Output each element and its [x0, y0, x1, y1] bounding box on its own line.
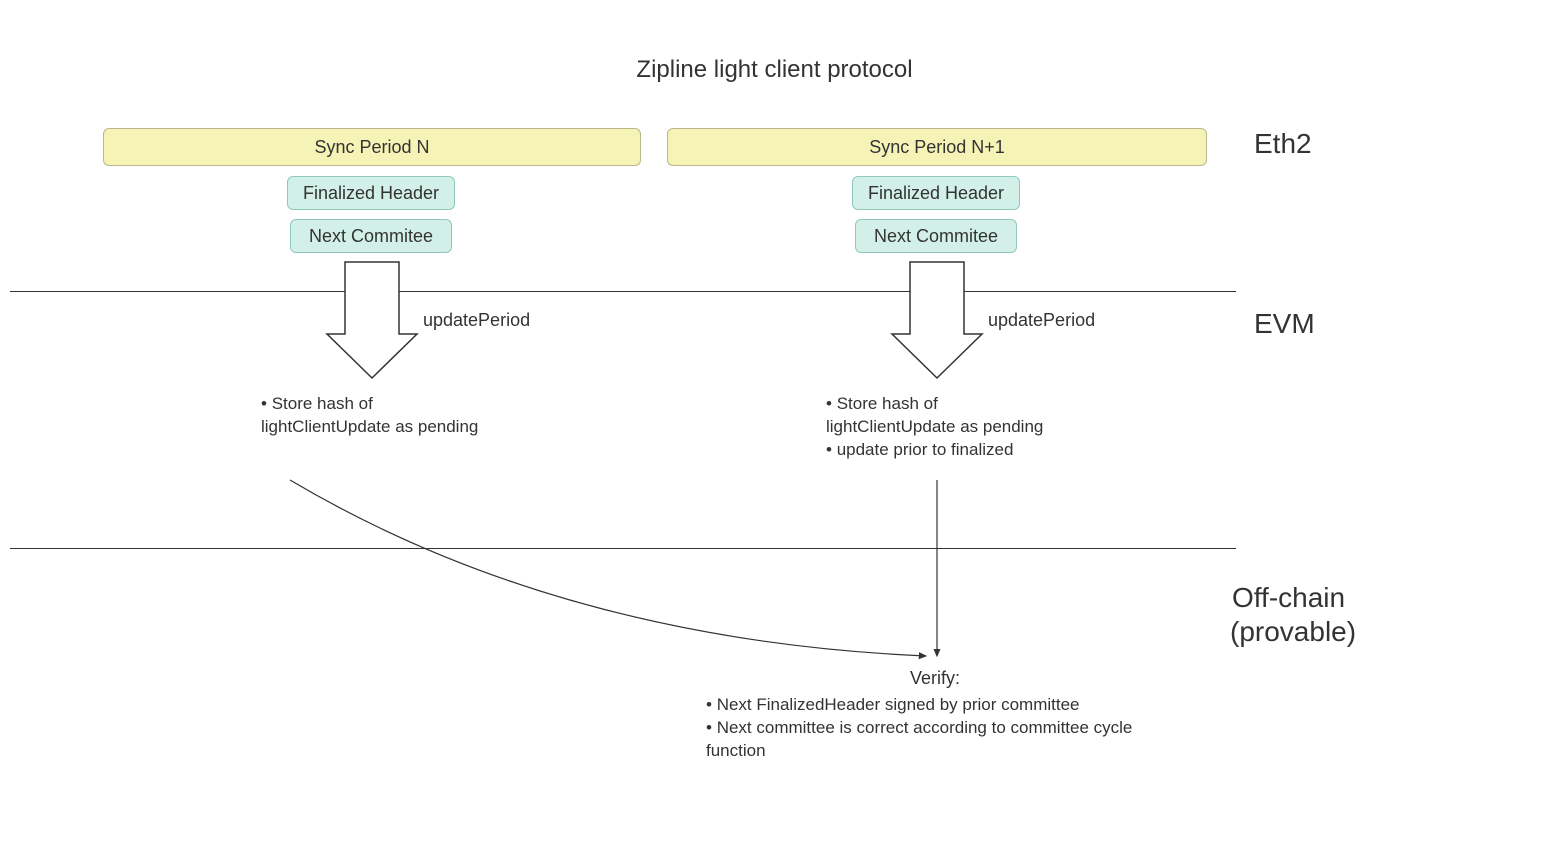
sync-period-n-label: Sync Period N — [314, 137, 429, 158]
finalized-header-n1-box: Finalized Header — [852, 176, 1020, 210]
evm-bullets-n: • Store hash of lightClientUpdate as pen… — [261, 393, 491, 439]
diagram-title: Zipline light client protocol — [636, 56, 912, 84]
sync-period-n1-box: Sync Period N+1 — [667, 128, 1207, 166]
update-period-label-n1: updatePeriod — [988, 310, 1095, 331]
finalized-header-n1-label: Finalized Header — [868, 183, 1004, 204]
evm-bullet-n1-1: update prior to finalized — [837, 440, 1014, 459]
evm-bullet-n1-0: Store hash of lightClientUpdate as pendi… — [826, 394, 1043, 436]
finalized-header-n-box: Finalized Header — [287, 176, 455, 210]
verify-bullet-1: Next committee is correct according to c… — [706, 718, 1132, 760]
verify-title: Verify: — [910, 668, 960, 689]
block-arrow-n — [327, 262, 417, 378]
lane-divider-top — [10, 291, 1236, 292]
lane-label-offchain-1: Off-chain — [1232, 582, 1345, 614]
next-committee-n-label: Next Commitee — [309, 226, 433, 247]
update-period-label-n: updatePeriod — [423, 310, 530, 331]
next-committee-n-box: Next Commitee — [290, 219, 452, 253]
lane-divider-bottom — [10, 548, 1236, 549]
lane-label-offchain-2: (provable) — [1230, 616, 1356, 648]
next-committee-n1-label: Next Commitee — [874, 226, 998, 247]
verify-bullet-0: Next FinalizedHeader signed by prior com… — [717, 695, 1080, 714]
next-committee-n1-box: Next Commitee — [855, 219, 1017, 253]
lane-label-eth2: Eth2 — [1254, 128, 1312, 160]
sync-period-n-box: Sync Period N — [103, 128, 641, 166]
sync-period-n1-label: Sync Period N+1 — [869, 137, 1005, 158]
curve-n-to-verify — [290, 480, 926, 656]
evm-bullet-n-0: Store hash of lightClientUpdate as pendi… — [261, 394, 478, 436]
lane-label-evm: EVM — [1254, 308, 1315, 340]
finalized-header-n-label: Finalized Header — [303, 183, 439, 204]
block-arrow-n1 — [892, 262, 982, 378]
verify-bullets: • Next FinalizedHeader signed by prior c… — [706, 694, 1166, 763]
evm-bullets-n1: • Store hash of lightClientUpdate as pen… — [826, 393, 1056, 462]
